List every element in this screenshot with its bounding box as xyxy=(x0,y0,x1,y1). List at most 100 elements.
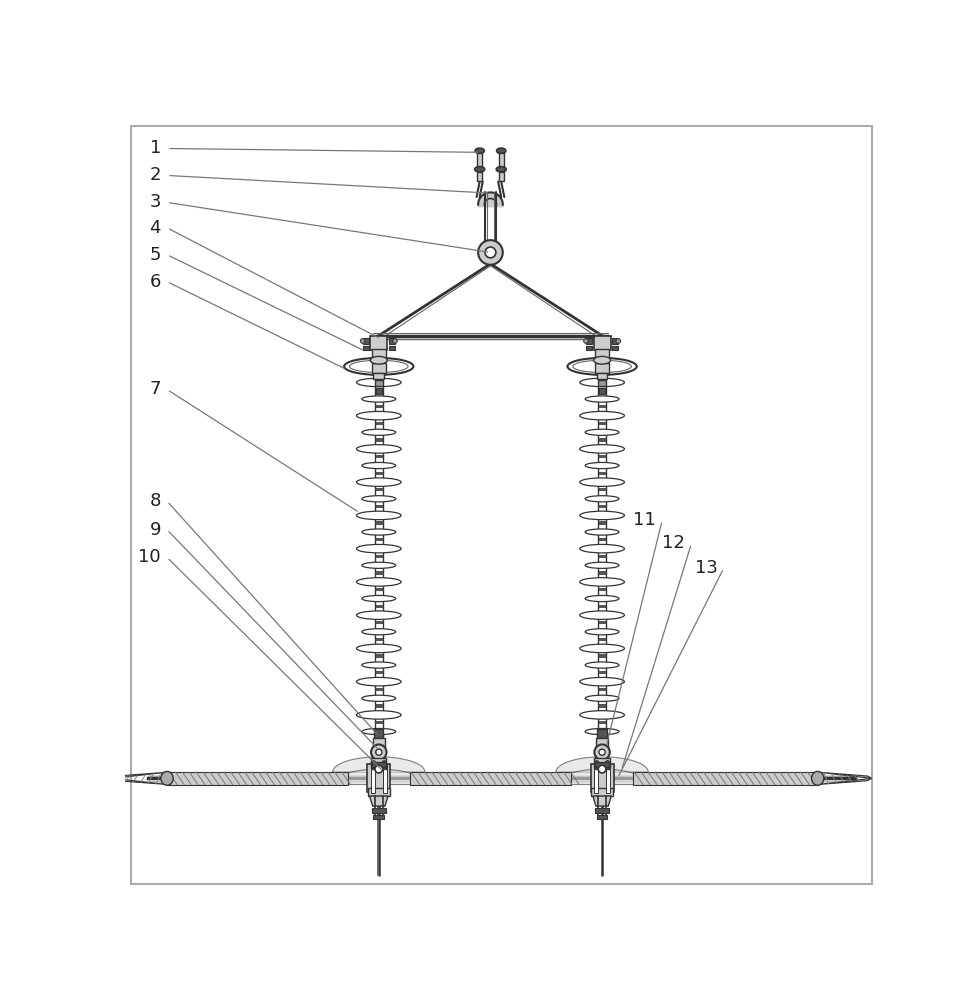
Bar xyxy=(597,704,606,707)
Bar xyxy=(594,758,610,768)
Ellipse shape xyxy=(584,429,618,435)
Bar xyxy=(598,388,605,394)
Ellipse shape xyxy=(579,644,623,653)
Ellipse shape xyxy=(356,644,401,653)
Ellipse shape xyxy=(579,578,623,586)
Ellipse shape xyxy=(161,771,173,785)
Bar xyxy=(374,763,383,769)
Ellipse shape xyxy=(361,396,396,402)
Bar xyxy=(595,363,609,373)
Ellipse shape xyxy=(356,711,401,719)
Text: 12: 12 xyxy=(661,534,685,552)
Bar xyxy=(383,764,387,793)
Ellipse shape xyxy=(567,358,636,375)
Bar xyxy=(371,763,385,769)
Text: 13: 13 xyxy=(694,559,717,577)
Ellipse shape xyxy=(811,771,823,785)
Ellipse shape xyxy=(361,529,396,535)
Bar xyxy=(612,346,617,350)
Circle shape xyxy=(598,765,606,773)
Bar xyxy=(595,349,609,359)
Ellipse shape xyxy=(361,728,396,735)
Bar xyxy=(374,671,383,673)
Bar xyxy=(597,721,606,723)
Ellipse shape xyxy=(475,148,484,153)
Ellipse shape xyxy=(579,445,623,453)
Text: 4: 4 xyxy=(149,219,161,237)
Bar xyxy=(372,738,385,748)
Circle shape xyxy=(485,247,495,258)
Bar xyxy=(597,688,606,690)
Bar xyxy=(597,422,606,424)
Bar xyxy=(374,654,383,657)
Ellipse shape xyxy=(356,544,401,553)
Ellipse shape xyxy=(361,695,396,701)
Bar xyxy=(374,605,383,607)
Text: 7: 7 xyxy=(149,380,161,398)
Circle shape xyxy=(594,761,598,765)
Bar xyxy=(374,688,383,690)
Polygon shape xyxy=(817,778,871,785)
Ellipse shape xyxy=(579,611,623,619)
Bar xyxy=(373,815,384,819)
Bar xyxy=(591,788,613,796)
Bar xyxy=(374,380,382,386)
Bar xyxy=(597,538,606,540)
Bar xyxy=(595,808,609,813)
Bar xyxy=(370,336,387,350)
Ellipse shape xyxy=(361,562,396,568)
Text: 8: 8 xyxy=(149,492,161,510)
Bar xyxy=(593,336,610,350)
Bar xyxy=(596,815,607,819)
Ellipse shape xyxy=(361,496,396,502)
Text: 2: 2 xyxy=(149,166,161,184)
Ellipse shape xyxy=(361,429,396,435)
Ellipse shape xyxy=(579,544,623,553)
Bar xyxy=(367,788,389,796)
Circle shape xyxy=(616,339,620,343)
Bar xyxy=(374,405,383,407)
Circle shape xyxy=(478,240,502,265)
Ellipse shape xyxy=(584,595,618,602)
Bar xyxy=(597,763,606,769)
Text: 10: 10 xyxy=(138,548,161,566)
Bar xyxy=(597,605,606,607)
Bar xyxy=(595,763,609,769)
Ellipse shape xyxy=(361,662,396,668)
Bar xyxy=(596,373,607,379)
Bar xyxy=(585,338,591,344)
Polygon shape xyxy=(817,772,871,778)
Circle shape xyxy=(375,749,381,755)
Bar xyxy=(371,762,385,767)
Polygon shape xyxy=(113,772,167,778)
Polygon shape xyxy=(555,757,648,772)
Ellipse shape xyxy=(361,629,396,635)
Polygon shape xyxy=(332,757,425,772)
Ellipse shape xyxy=(584,695,618,701)
Bar xyxy=(374,438,383,441)
Ellipse shape xyxy=(584,562,618,568)
Bar xyxy=(606,764,610,793)
Bar xyxy=(374,621,383,623)
Ellipse shape xyxy=(584,728,618,735)
Ellipse shape xyxy=(356,511,401,520)
Bar xyxy=(477,172,482,181)
Text: 1: 1 xyxy=(149,139,161,157)
Bar xyxy=(409,772,571,785)
Ellipse shape xyxy=(361,462,396,469)
Ellipse shape xyxy=(356,478,401,486)
Bar xyxy=(371,808,385,813)
Ellipse shape xyxy=(356,445,401,453)
Bar xyxy=(374,555,383,557)
Circle shape xyxy=(374,765,382,773)
Ellipse shape xyxy=(356,578,401,586)
Text: 9: 9 xyxy=(149,521,161,539)
Bar xyxy=(597,638,606,640)
Bar xyxy=(389,338,395,344)
Ellipse shape xyxy=(349,360,407,373)
Ellipse shape xyxy=(584,662,618,668)
Polygon shape xyxy=(555,769,648,785)
Circle shape xyxy=(360,339,364,343)
Ellipse shape xyxy=(579,511,623,520)
Polygon shape xyxy=(332,769,425,785)
